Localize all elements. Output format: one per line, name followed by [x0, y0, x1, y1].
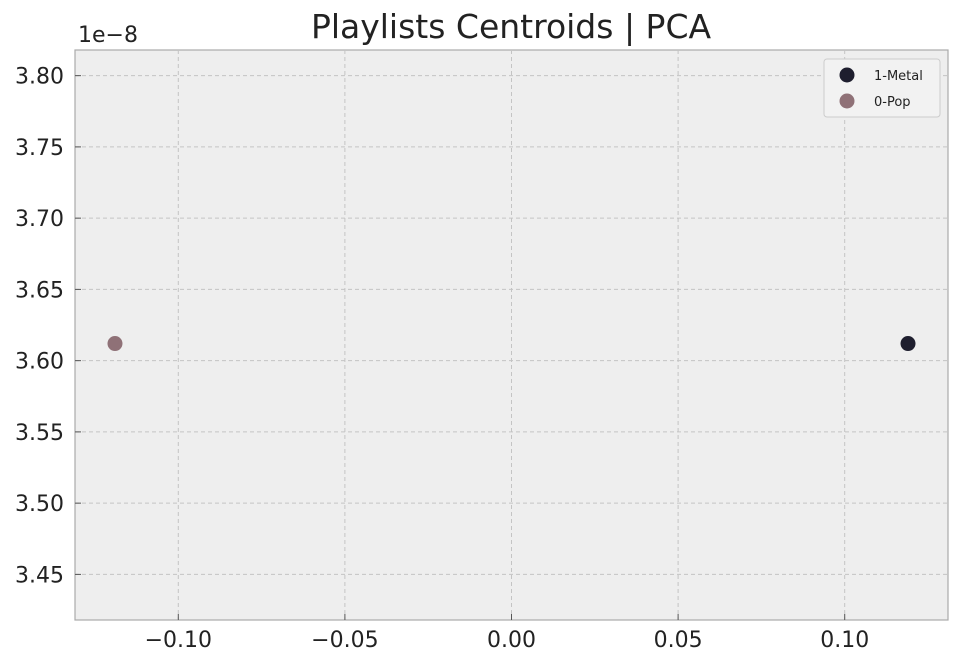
y-tick-label: 3.65 — [15, 278, 64, 303]
x-tick-label: 0.05 — [654, 628, 703, 653]
data-point-1-metal — [900, 336, 916, 352]
chart-title: Playlists Centroids | PCA — [311, 7, 712, 46]
y-tick-label: 3.75 — [15, 136, 64, 161]
y-tick-label: 3.45 — [15, 563, 64, 588]
x-tick-label: −0.05 — [311, 628, 378, 653]
y-tick-label: 3.70 — [15, 207, 64, 232]
x-tick-label: 0.10 — [820, 628, 869, 653]
axis-ticks: −0.10 −0.05 0.00 0.05 0.10 3.45 3.50 3.55 3.60 3.… — [15, 65, 869, 653]
x-tick-label: −0.10 — [145, 628, 212, 653]
legend-marker — [839, 67, 855, 83]
legend-label: 1-Metal — [874, 69, 923, 84]
legend-marker — [839, 93, 855, 109]
y-axis-offset-label: 1e−8 — [78, 23, 138, 48]
data-points — [107, 336, 916, 352]
y-tick-label: 3.80 — [15, 65, 64, 90]
data-point-0-pop — [107, 336, 123, 352]
legend-label: 0-Pop — [874, 95, 911, 110]
grid-lines — [75, 50, 948, 620]
y-tick-label: 3.55 — [15, 421, 64, 446]
y-tick-label: 3.50 — [15, 492, 64, 517]
y-tick-label: 3.60 — [15, 350, 64, 375]
legend: 1-Metal 0-Pop — [823, 58, 941, 118]
x-tick-label: 0.00 — [487, 628, 536, 653]
